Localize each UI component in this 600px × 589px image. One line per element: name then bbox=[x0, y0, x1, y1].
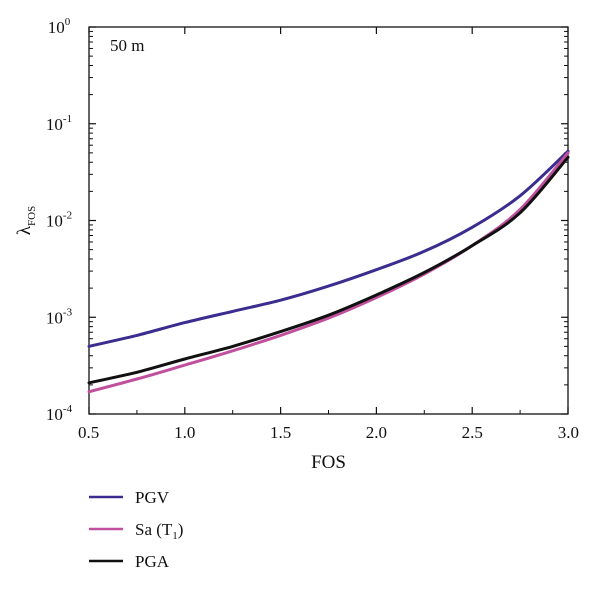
plot-frame bbox=[88, 26, 569, 415]
plot-area: 50 m bbox=[87, 26, 570, 415]
y-axis-title-main: λ bbox=[14, 225, 35, 235]
series-line-pgv bbox=[87, 149, 570, 348]
x-tick-label: 2.5 bbox=[462, 423, 483, 442]
legend-label-sa: Sa (T1) bbox=[135, 520, 183, 542]
y-axis-title-sub: FOS bbox=[26, 206, 38, 226]
x-tick-label: 3.0 bbox=[558, 423, 579, 442]
axis-ticks bbox=[88, 26, 569, 415]
chart-annotation: 50 m bbox=[110, 36, 144, 55]
series-line-sa bbox=[87, 151, 570, 394]
series-line-pga bbox=[87, 155, 570, 385]
x-axis-title: FOS bbox=[311, 452, 346, 473]
x-tick-label: 0.5 bbox=[78, 423, 99, 442]
y-tick-label: 10-3 bbox=[46, 306, 73, 327]
y-tick-label: 10-1 bbox=[46, 113, 72, 134]
y-tick-label: 10-2 bbox=[46, 210, 72, 231]
y-tick-label: 100 bbox=[48, 16, 71, 37]
y-tick-label: 10-4 bbox=[46, 403, 73, 424]
tick-labels: 0.5 1.0 1.5 2.0 2.5 3.0 10-4 10-3 10-2 10-1 100 bbox=[46, 16, 579, 442]
legend: PGV Sa (T1) PGA bbox=[89, 488, 183, 571]
y-axis-title: λFOS bbox=[14, 206, 38, 235]
x-tick-label: 2.0 bbox=[366, 423, 387, 442]
legend-label-pga: PGA bbox=[135, 552, 170, 571]
series-lines bbox=[87, 149, 570, 394]
x-tick-label: 1.0 bbox=[174, 423, 195, 442]
legend-label-pgv: PGV bbox=[135, 488, 170, 507]
x-tick-label: 1.5 bbox=[270, 423, 291, 442]
